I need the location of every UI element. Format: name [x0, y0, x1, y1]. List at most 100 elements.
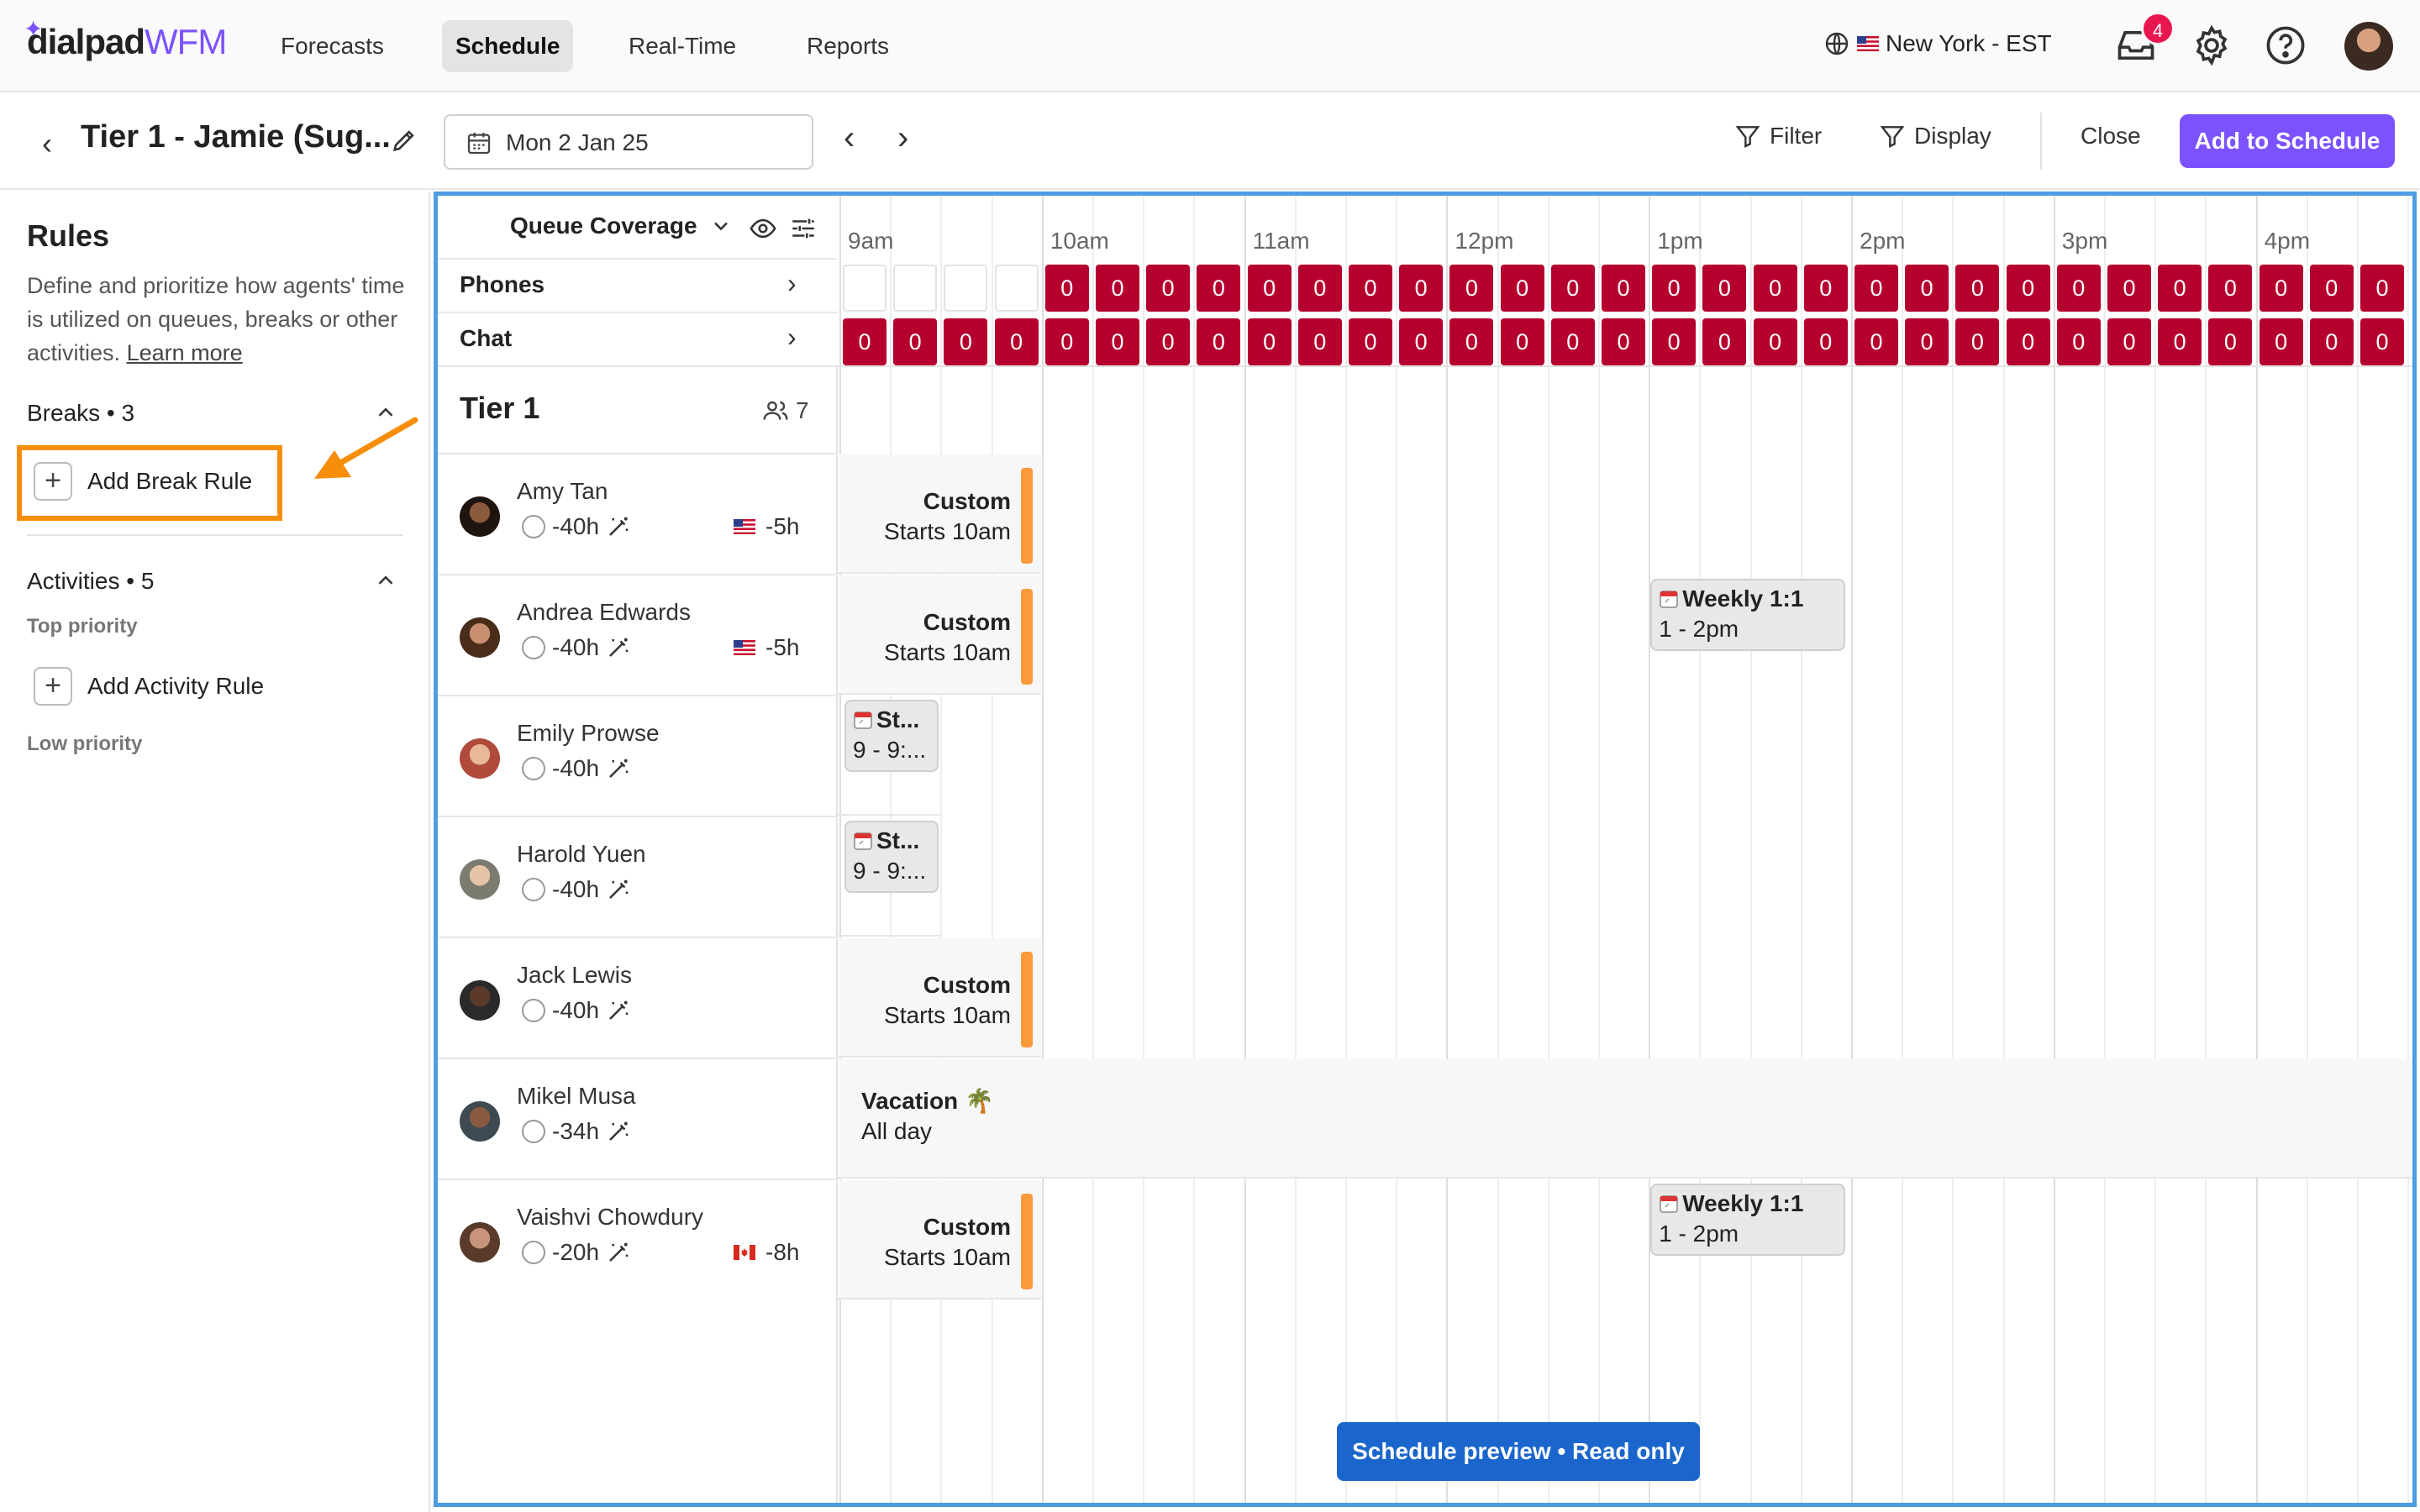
close-button[interactable]: Close [2081, 123, 2141, 149]
chat-coverage-cell[interactable]: 0 [2158, 318, 2202, 365]
agent-row[interactable]: Emily Prowse -40h [438, 695, 838, 816]
custom-shift-block[interactable]: Custom Starts 10am [839, 575, 1041, 693]
chat-coverage-cell[interactable]: 0 [2056, 318, 2101, 365]
phones-coverage-cell[interactable]: 0 [1500, 265, 1544, 312]
chat-coverage-cell[interactable]: 0 [1449, 318, 1494, 365]
queue-coverage-dropdown[interactable]: Queue Coverage [510, 213, 733, 239]
nav-forecasts[interactable]: Forecasts [281, 33, 384, 59]
chat-coverage-cell[interactable]: 0 [1652, 318, 1697, 365]
chat-coverage-cell[interactable]: 0 [843, 318, 886, 365]
queue-row-chat[interactable]: Chat › [438, 312, 838, 365]
phones-coverage-cell[interactable]: 0 [1449, 265, 1494, 312]
phones-coverage-cell[interactable]: 0 [2259, 265, 2303, 312]
display-button[interactable]: Display [1879, 123, 1991, 150]
filter-button[interactable]: Filter [1734, 123, 1822, 150]
phones-coverage-cell[interactable]: 0 [1197, 265, 1241, 312]
collapse-activities-chevron-icon[interactable] [373, 568, 398, 593]
phones-coverage-cell[interactable]: 0 [2056, 265, 2101, 312]
phones-coverage-cell[interactable] [994, 265, 1039, 312]
add-break-rule-button[interactable]: + Add Break Rule [34, 462, 252, 501]
phones-coverage-cell[interactable]: 0 [2309, 265, 2354, 312]
agent-row[interactable]: Amy Tan -40h -5h [438, 453, 838, 574]
agent-row[interactable]: Harold Yuen -40h [438, 816, 838, 937]
phones-coverage-cell[interactable]: 0 [2107, 265, 2151, 312]
agent-row[interactable]: Jack Lewis -40h [438, 937, 838, 1058]
nav-reports[interactable]: Reports [807, 33, 890, 59]
standup-event[interactable]: St... 9 - 9:... [844, 821, 939, 893]
chat-coverage-cell[interactable]: 0 [2208, 318, 2253, 365]
phones-coverage-cell[interactable]: 0 [1247, 265, 1292, 312]
custom-shift-block[interactable]: Custom Starts 10am [839, 454, 1041, 572]
dialpad-wfm-logo[interactable]: ✦ dialpadWFM [24, 16, 227, 61]
chat-coverage-cell[interactable]: 0 [1854, 318, 1898, 365]
phones-coverage-cell[interactable]: 0 [1803, 265, 1848, 312]
chat-coverage-cell[interactable]: 0 [1905, 318, 1949, 365]
chat-coverage-cell[interactable]: 0 [1349, 318, 1392, 365]
date-picker[interactable]: Mon 2 Jan 25 [444, 114, 813, 170]
nav-schedule[interactable]: Schedule [442, 20, 574, 72]
phones-coverage-cell[interactable]: 0 [1399, 265, 1444, 312]
collapse-breaks-chevron-icon[interactable] [373, 400, 398, 425]
phones-coverage-cell[interactable]: 0 [1297, 265, 1342, 312]
chat-coverage-cell[interactable]: 0 [1096, 318, 1139, 365]
timezone-selector[interactable]: New York - EST [1823, 30, 2052, 57]
chat-coverage-cell[interactable]: 0 [2259, 318, 2303, 365]
chat-coverage-cell[interactable]: 0 [1247, 318, 1292, 365]
phones-coverage-cell[interactable]: 0 [1602, 265, 1645, 312]
agent-row[interactable]: Andrea Edwards -40h -5h [438, 574, 838, 695]
chat-coverage-cell[interactable]: 0 [1146, 318, 1191, 365]
phones-coverage-cell[interactable]: 0 [2158, 265, 2202, 312]
help-icon[interactable] [2264, 24, 2307, 67]
chat-coverage-cell[interactable]: 0 [1803, 318, 1848, 365]
phones-coverage-cell[interactable]: 0 [1096, 265, 1139, 312]
chat-coverage-cell[interactable]: 0 [1297, 318, 1342, 365]
phones-coverage-cell[interactable]: 0 [2208, 265, 2253, 312]
chat-coverage-cell[interactable]: 0 [1500, 318, 1544, 365]
inbox-icon[interactable] [2114, 24, 2158, 67]
weekly-1on1-event[interactable]: Weekly 1:1 1 - 2pm [1650, 1184, 1846, 1256]
chat-coverage-cell[interactable]: 0 [1955, 318, 2000, 365]
nav-real-time[interactable]: Real-Time [629, 33, 737, 59]
phones-coverage-cell[interactable] [944, 265, 988, 312]
chat-coverage-cell[interactable]: 0 [994, 318, 1039, 365]
prev-day-chevron-icon[interactable]: ‹ [844, 119, 855, 156]
chat-coverage-cell[interactable]: 0 [1702, 318, 1747, 365]
chat-coverage-cell[interactable]: 0 [1602, 318, 1645, 365]
back-chevron-icon[interactable]: ‹ [42, 126, 52, 160]
chat-coverage-cell[interactable]: 0 [2107, 318, 2151, 365]
user-avatar[interactable] [2344, 22, 2393, 71]
standup-event[interactable]: St... 9 - 9:... [844, 700, 939, 772]
agent-row[interactable]: Mikel Musa -34h [438, 1058, 838, 1179]
vacation-block[interactable]: Vacation 🌴 All day [839, 1059, 2412, 1177]
chat-coverage-cell[interactable]: 0 [1197, 318, 1241, 365]
pencil-icon[interactable] [390, 126, 418, 155]
gear-icon[interactable] [2190, 24, 2233, 67]
sliders-icon[interactable] [789, 214, 818, 243]
chat-coverage-cell[interactable]: 0 [1044, 318, 1089, 365]
queue-row-phones[interactable]: Phones › [438, 258, 838, 312]
phones-coverage-cell[interactable]: 0 [1702, 265, 1747, 312]
custom-shift-block[interactable]: Custom Starts 10am [839, 938, 1041, 1056]
chat-coverage-cell[interactable]: 0 [2006, 318, 2050, 365]
phones-coverage-cell[interactable]: 0 [1905, 265, 1949, 312]
phones-coverage-cell[interactable]: 0 [1854, 265, 1898, 312]
phones-coverage-cell[interactable]: 0 [1652, 265, 1697, 312]
next-day-chevron-icon[interactable]: › [897, 119, 909, 156]
phones-coverage-cell[interactable]: 0 [1955, 265, 2000, 312]
phones-coverage-cell[interactable] [843, 265, 886, 312]
chat-coverage-cell[interactable]: 0 [944, 318, 988, 365]
chat-coverage-cell[interactable]: 0 [2309, 318, 2354, 365]
chat-coverage-cell[interactable]: 0 [1550, 318, 1595, 365]
learn-more-link[interactable]: Learn more [126, 340, 243, 365]
chat-coverage-cell[interactable]: 0 [2360, 318, 2404, 365]
chat-coverage-cell[interactable]: 0 [1753, 318, 1797, 365]
phones-coverage-cell[interactable] [893, 265, 938, 312]
phones-coverage-cell[interactable]: 0 [2006, 265, 2050, 312]
phones-coverage-cell[interactable]: 0 [1044, 265, 1089, 312]
weekly-1on1-event[interactable]: Weekly 1:1 1 - 2pm [1650, 579, 1846, 651]
chat-coverage-cell[interactable]: 0 [1399, 318, 1444, 365]
add-to-schedule-button[interactable]: Add to Schedule [2180, 114, 2395, 168]
custom-shift-block[interactable]: Custom Starts 10am [839, 1180, 1041, 1298]
agent-row[interactable]: Vaishvi Chowdury -20h -8h [438, 1179, 838, 1299]
phones-coverage-cell[interactable]: 0 [1550, 265, 1595, 312]
